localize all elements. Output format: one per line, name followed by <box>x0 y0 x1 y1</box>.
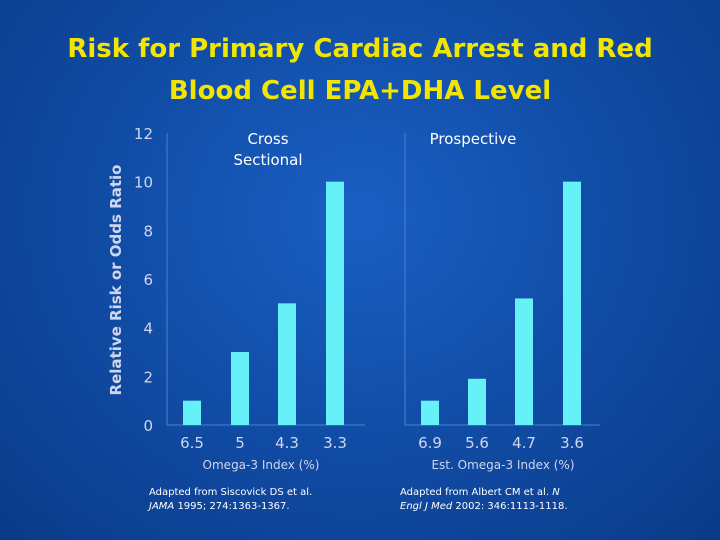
citation-right-journal: Engl J Med <box>400 501 453 512</box>
citation-right-prefix: Adapted from Albert CM et al. <box>400 487 553 498</box>
citation-right: Adapted from Albert CM et al. N Engl J M… <box>400 486 568 514</box>
citation-left-line-2: JAMA 1995; 274:1363-1367. <box>149 500 312 514</box>
chart-1-title-line-1: Cross <box>247 130 288 148</box>
slide-title: Risk for Primary Cardiac Arrest and Red … <box>0 28 720 112</box>
chart-1-bar-2 <box>231 352 249 425</box>
chart-2-bar-3 <box>515 298 533 425</box>
chart-1-category-label-3: 4.3 <box>275 434 299 452</box>
citation-right-journal-start: N <box>552 487 560 498</box>
chart-1-category-label-2: 5 <box>235 434 245 452</box>
y-tick-label-4: 8 <box>143 222 153 240</box>
citation-right-ref: 2002: 346:1113-1118. <box>452 501 568 512</box>
chart-2-category-label-3: 4.7 <box>512 434 536 452</box>
chart-2-bar-1 <box>421 400 439 425</box>
chart-2-bar-4 <box>563 181 581 425</box>
chart-2-category-label-4: 3.6 <box>560 434 584 452</box>
chart-1-category-label-1: 6.5 <box>180 434 204 452</box>
y-tick-label-6: 12 <box>134 125 153 143</box>
citation-left-journal: JAMA <box>149 501 175 512</box>
chart-1-x-axis-label: Omega-3 Index (%) <box>203 458 320 472</box>
y-axis-label: Relative Risk or Odds Ratio <box>107 165 125 396</box>
chart-2-title-line-1: Prospective <box>430 130 517 148</box>
chart-2-category-label-1: 6.9 <box>418 434 442 452</box>
y-tick-label-1: 2 <box>143 368 153 386</box>
citation-left-ref: 1995; 274:1363-1367. <box>174 501 290 512</box>
citation-right-line-2: Engl J Med 2002: 346:1113-1118. <box>400 500 568 514</box>
chart-1-bar-4 <box>326 181 344 425</box>
y-tick-label-3: 6 <box>143 271 153 289</box>
slide-title-line-1: Risk for Primary Cardiac Arrest and Red <box>67 34 653 64</box>
chart-1-title-line-2: Sectional <box>233 151 302 169</box>
chart-1-bar-1 <box>183 400 201 425</box>
chart-1-category-label-4: 3.3 <box>323 434 347 452</box>
chart-1-bar-3 <box>278 303 296 425</box>
slide-title-line-2: Blood Cell EPA+DHA Level <box>168 76 552 106</box>
citation-left-line-1: Adapted from Siscovick DS et al. <box>149 487 313 498</box>
citation-left: Adapted from Siscovick DS et al. JAMA 19… <box>149 486 312 514</box>
chart-2-category-label-2: 5.6 <box>465 434 489 452</box>
chart-2-x-axis-label: Est. Omega-3 Index (%) <box>431 458 574 472</box>
y-tick-label-0: 0 <box>143 417 153 435</box>
y-tick-label-2: 4 <box>143 320 153 338</box>
y-tick-label-5: 10 <box>134 174 153 192</box>
chart-2-bar-2 <box>468 378 486 425</box>
citation-right-line-1: Adapted from Albert CM et al. N <box>400 486 568 500</box>
